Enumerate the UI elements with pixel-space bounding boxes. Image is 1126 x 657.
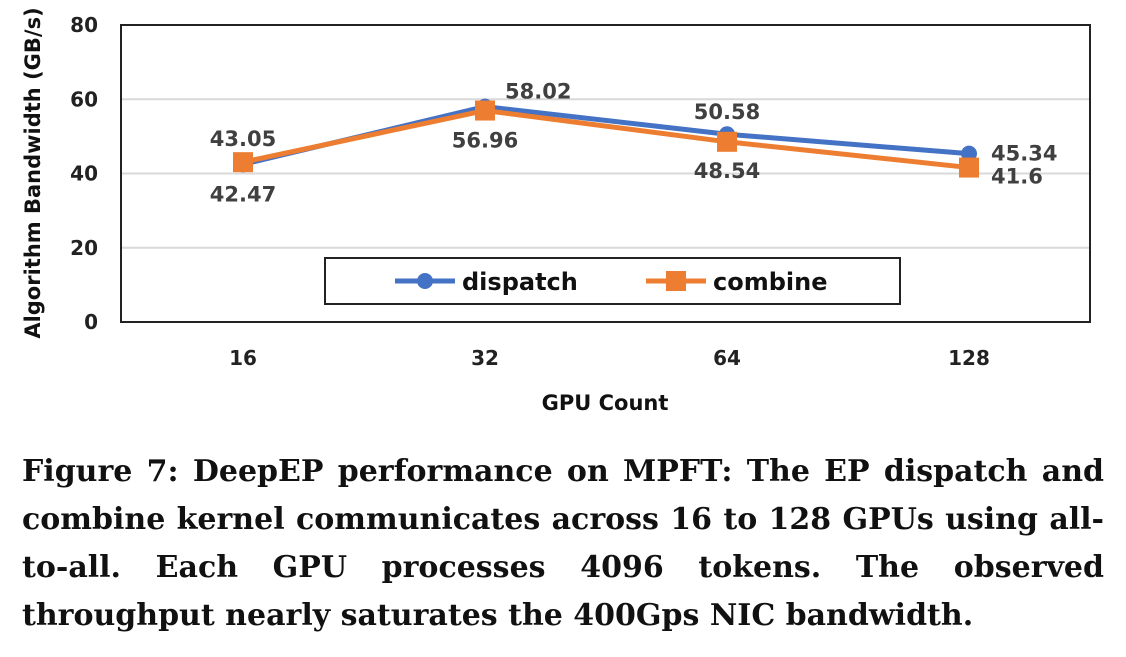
y-tick-label: 60 xyxy=(70,87,98,111)
y-tick-label: 20 xyxy=(70,236,98,260)
legend-combine-marker xyxy=(666,271,686,291)
dispatch-data-label: 42.47 xyxy=(210,182,276,206)
y-axis-title: Algorithm Bandwidth (GB/s) xyxy=(21,7,45,338)
combine-point xyxy=(717,131,737,152)
combine-point xyxy=(475,100,495,121)
dispatch-data-label: 50.58 xyxy=(694,100,760,124)
legend-combine-label: combine xyxy=(713,268,828,296)
x-tick-label: 16 xyxy=(229,346,257,370)
y-tick-label: 80 xyxy=(70,13,98,37)
legend-dispatch-label: dispatch xyxy=(462,268,578,296)
figure-caption: Figure 7: DeepEP performance on MPFT: Th… xyxy=(22,454,1104,633)
combine-point xyxy=(233,152,253,173)
combine-series-line xyxy=(242,108,970,171)
combine-data-label: 41.6 xyxy=(991,165,1043,189)
line-chart: 0 20 40 60 80 16 32 64 128 42.47 58.02 50.58 45.34… xyxy=(21,7,1091,415)
x-tick-label: 128 xyxy=(948,346,990,370)
y-tick-label: 40 xyxy=(70,162,98,186)
x-tick-label: 32 xyxy=(471,346,499,370)
combine-data-label: 56.96 xyxy=(452,129,518,153)
x-tick-label: 64 xyxy=(713,346,741,370)
plot-area-border xyxy=(120,24,1091,323)
x-axis-title: GPU Count xyxy=(542,391,669,415)
y-tick-label: 0 xyxy=(84,310,98,334)
combine-point xyxy=(959,157,979,178)
combine-data-label: 48.54 xyxy=(694,159,760,183)
dispatch-data-label: 58.02 xyxy=(505,80,571,104)
dispatch-data-label: 45.34 xyxy=(991,142,1057,166)
combine-data-label: 43.05 xyxy=(210,127,276,151)
legend-dispatch-marker xyxy=(417,273,433,289)
